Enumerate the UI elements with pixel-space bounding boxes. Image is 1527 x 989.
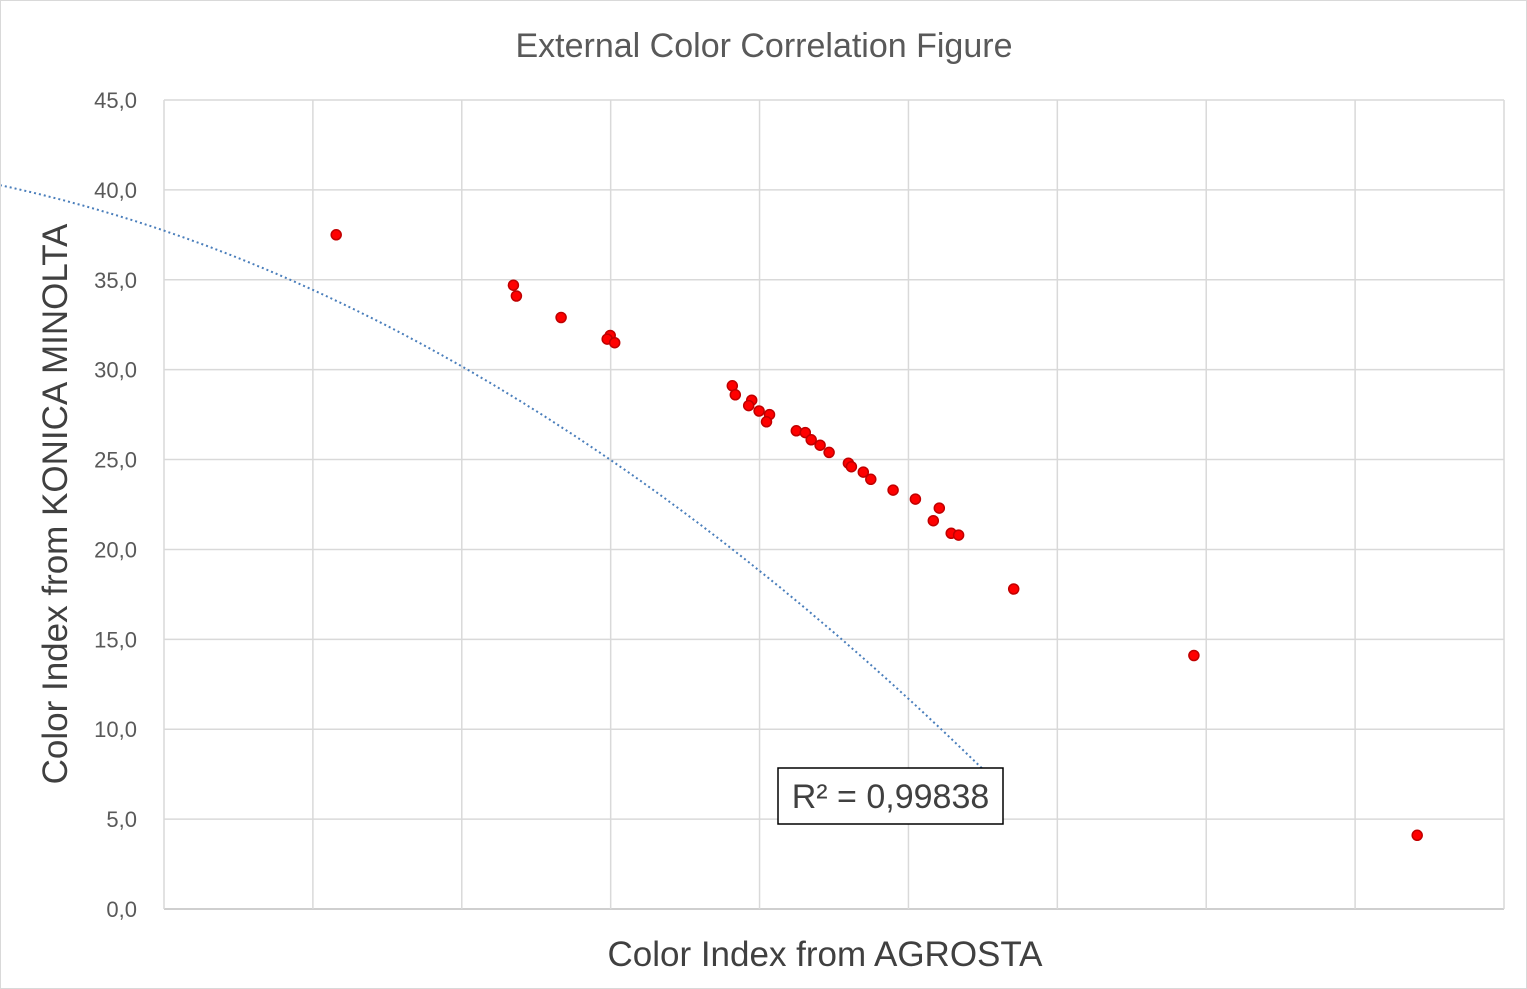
data-point bbox=[729, 389, 742, 401]
data-point bbox=[814, 439, 826, 451]
data-point bbox=[823, 446, 835, 459]
data-point bbox=[933, 502, 946, 514]
y-tick-label: 25,0 bbox=[94, 448, 137, 473]
data-point bbox=[805, 434, 817, 446]
r-squared-text: R² = 0,99838 bbox=[792, 778, 990, 816]
y-tick-label: 5,0 bbox=[106, 807, 137, 832]
y-tick-label: 0,0 bbox=[106, 897, 137, 922]
data-point bbox=[1188, 649, 1200, 662]
data-point bbox=[1411, 829, 1423, 842]
y-tick-label: 15,0 bbox=[94, 627, 137, 652]
data-point bbox=[742, 399, 755, 412]
r-squared-box bbox=[777, 767, 1004, 825]
data-point bbox=[608, 336, 621, 349]
data-points bbox=[330, 229, 1423, 842]
data-point bbox=[507, 279, 520, 291]
y-tick-label: 35,0 bbox=[94, 268, 137, 293]
y-axis-label: Color Index from KONICA MINOLTA bbox=[36, 223, 75, 784]
data-point bbox=[753, 405, 765, 417]
data-point bbox=[799, 426, 812, 439]
grid-lines bbox=[163, 99, 1505, 910]
data-point bbox=[330, 229, 342, 241]
y-tick-label: 10,0 bbox=[94, 717, 137, 742]
data-point bbox=[845, 460, 858, 473]
data-point bbox=[909, 493, 922, 505]
data-point bbox=[555, 311, 567, 324]
data-point bbox=[927, 514, 940, 527]
y-tick-label: 40,0 bbox=[94, 178, 137, 203]
r-squared-annotation: R² = 0,99838 bbox=[777, 767, 1004, 825]
y-tick-label: 45,0 bbox=[94, 88, 137, 113]
y-tick-label: 20,0 bbox=[94, 537, 137, 562]
chart-title: External Color Correlation Figure bbox=[516, 27, 1013, 65]
data-point bbox=[790, 425, 803, 437]
y-tick-labels: 0,0 5,0 10,0 15,0 20,0 25,0 30,0 35,0 40,0 45,0 bbox=[94, 88, 137, 922]
data-point bbox=[1007, 583, 1020, 595]
y-tick-label: 30,0 bbox=[94, 358, 137, 383]
data-point bbox=[865, 473, 877, 486]
data-point bbox=[760, 416, 773, 428]
data-point bbox=[887, 484, 899, 496]
data-point bbox=[857, 466, 870, 478]
data-point bbox=[952, 529, 965, 541]
data-point bbox=[510, 290, 523, 302]
x-axis-label: Color Index from AGROSTA bbox=[607, 935, 1043, 974]
